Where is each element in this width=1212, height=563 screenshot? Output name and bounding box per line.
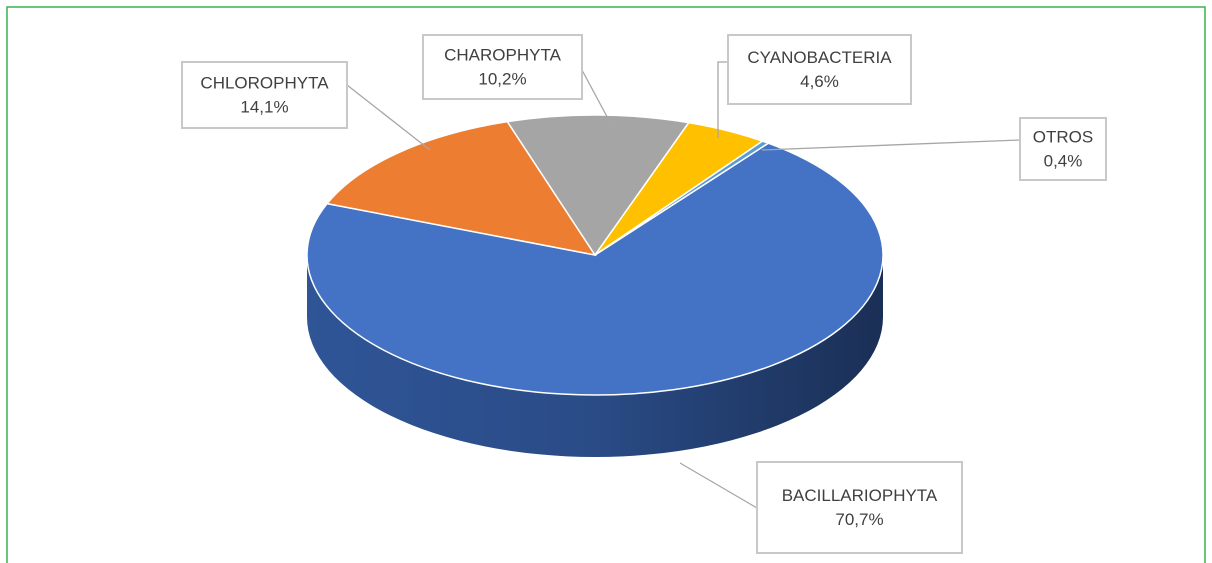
value-label: 10,2% — [478, 69, 526, 88]
leader-line — [717, 61, 728, 138]
category-label: BACILLARIOPHYTA — [782, 486, 938, 505]
pie-side — [307, 255, 883, 457]
category-label: CYANOBACTERIA — [747, 48, 892, 67]
category-label: CHLOROPHYTA — [200, 73, 329, 92]
leader-line — [346, 84, 431, 151]
pie-slice — [506, 114, 691, 257]
category-label: OTROS — [1033, 127, 1093, 146]
value-label: 0,4% — [1044, 151, 1083, 170]
label-box — [727, 34, 912, 105]
label-box — [756, 461, 963, 554]
pie-slice — [306, 142, 884, 396]
label-box — [422, 34, 583, 100]
leader-line — [679, 462, 758, 509]
label-box — [181, 61, 348, 129]
label-box — [1019, 117, 1107, 181]
pie — [306, 114, 884, 457]
leader-line — [761, 139, 1021, 151]
pie-slice — [594, 140, 770, 256]
leader-line — [581, 69, 613, 127]
labels: BACILLARIOPHYTA 70,7% CHLOROPHYTA 14,1% CHAR… — [181, 34, 1107, 554]
value-label: 14,1% — [240, 97, 288, 116]
frame — [6, 6, 1206, 563]
category-label: CHAROPHYTA — [444, 45, 561, 64]
pie-slice — [325, 120, 597, 257]
value-label: 4,6% — [800, 72, 839, 91]
value-label: 70,7% — [835, 510, 883, 529]
